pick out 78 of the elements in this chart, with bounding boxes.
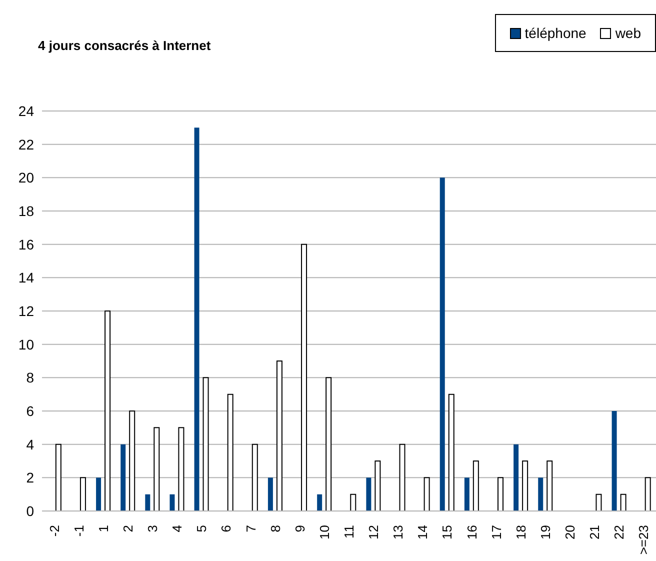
y-tick-label: 6 <box>26 402 34 419</box>
bar <box>96 478 102 511</box>
legend-label: web <box>615 25 641 41</box>
x-tick-label: 13 <box>390 525 406 540</box>
y-tick-label: 8 <box>26 370 34 386</box>
x-tick-label: 9 <box>292 525 308 532</box>
bar <box>514 444 519 511</box>
x-tick-label: 21 <box>587 525 602 540</box>
x-tick-label: 2 <box>120 525 136 532</box>
x-tick-label: 17 <box>488 525 504 540</box>
bar <box>620 494 626 511</box>
x-tick-label: 18 <box>513 525 528 540</box>
x-tick-label: 1 <box>96 525 111 532</box>
y-tick-label: 12 <box>18 302 34 319</box>
bar <box>366 478 372 511</box>
bar <box>55 444 62 511</box>
bar <box>317 494 322 511</box>
bar <box>154 427 160 511</box>
bar <box>448 394 454 511</box>
bar <box>596 494 602 511</box>
x-tick-label: 16 <box>464 525 480 540</box>
bar <box>399 444 406 511</box>
x-tick-label: 15 <box>440 525 455 540</box>
x-tick-label: 6 <box>218 525 234 532</box>
y-tick-label: 16 <box>18 236 34 252</box>
x-tick-label: >=23 <box>636 525 652 555</box>
x-tick-label: -1 <box>71 525 86 537</box>
bar <box>194 128 200 511</box>
bar <box>612 411 617 511</box>
x-tick-label: 8 <box>268 525 283 532</box>
x-tick-label: 20 <box>562 525 578 540</box>
bar <box>497 477 504 511</box>
y-tick-label: 22 <box>18 136 34 152</box>
y-tick-label: 18 <box>18 202 34 219</box>
bar <box>374 460 381 511</box>
y-tick-label: 2 <box>26 470 34 486</box>
y-tick-label: 20 <box>18 170 34 186</box>
y-tick-label: 14 <box>18 270 34 286</box>
bar <box>170 494 175 511</box>
bar <box>227 394 234 511</box>
bar <box>252 444 258 511</box>
y-tick-label: 10 <box>18 336 34 352</box>
bar <box>644 477 651 511</box>
bar <box>538 478 544 511</box>
legend-label: téléphone <box>524 25 586 41</box>
bar <box>424 477 430 511</box>
bar <box>178 427 184 511</box>
bar <box>464 478 470 511</box>
bar <box>472 460 479 511</box>
x-tick-label: 12 <box>366 525 382 540</box>
y-tick-label: 24 <box>18 102 34 119</box>
bar <box>276 360 282 511</box>
x-tick-label: -2 <box>46 525 62 537</box>
bar <box>522 460 528 511</box>
x-tick-label: 7 <box>243 525 258 532</box>
x-tick-label: 14 <box>415 525 430 540</box>
x-tick-label: 4 <box>170 525 185 532</box>
bar <box>120 444 126 511</box>
chart-title: 4 jours consacrés à Internet <box>38 38 211 53</box>
y-tick-label: 4 <box>26 436 34 452</box>
x-tick-label: 22 <box>612 525 627 540</box>
x-tick-label: 19 <box>538 525 553 540</box>
bar <box>202 377 209 511</box>
x-tick-label: 5 <box>194 525 210 532</box>
bar <box>145 494 150 511</box>
x-tick-label: 3 <box>145 525 160 532</box>
bar <box>301 244 308 511</box>
y-tick-label: 0 <box>26 502 34 519</box>
bar <box>440 178 445 511</box>
bar <box>80 477 86 511</box>
bar <box>104 310 111 511</box>
x-tick-label: 10 <box>316 525 332 540</box>
bar <box>129 410 136 511</box>
bar <box>350 494 356 511</box>
bar <box>546 460 553 511</box>
x-tick-label: 11 <box>342 525 356 538</box>
bar <box>268 478 273 511</box>
bar <box>326 377 332 511</box>
